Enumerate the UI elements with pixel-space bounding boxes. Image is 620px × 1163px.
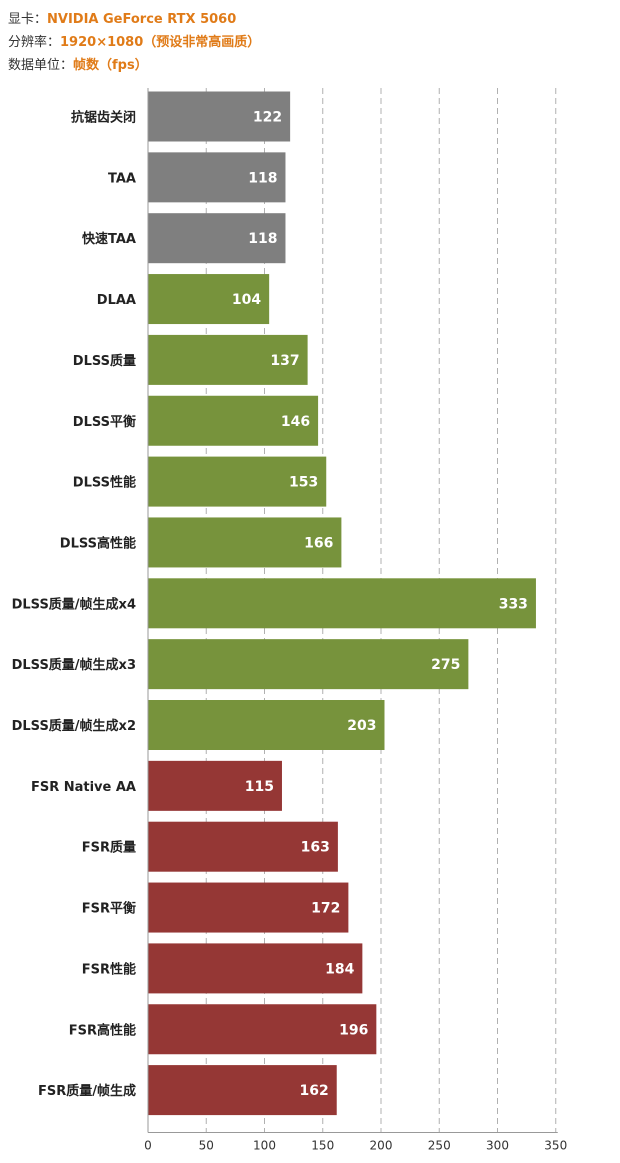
- category-label: TAA: [108, 171, 136, 186]
- bar: [148, 882, 349, 933]
- bar: [148, 943, 363, 994]
- bar: [148, 334, 308, 385]
- unit-line: 数据单位：帧数（fps）: [8, 54, 260, 77]
- value-label: 146: [281, 414, 310, 430]
- category-label: FSR Native AA: [31, 780, 136, 795]
- value-label: 196: [339, 1022, 368, 1038]
- value-label: 203: [347, 718, 376, 734]
- bar: [148, 274, 270, 325]
- x-tick-label: 150: [311, 1138, 334, 1152]
- unit-value: 帧数（fps）: [73, 58, 148, 73]
- resolution-value: 1920×1080（预设非常高画质）: [60, 35, 261, 50]
- category-label: DLSS质量/帧生成x2: [12, 718, 136, 734]
- bar: [148, 395, 319, 446]
- category-label: FSR高性能: [69, 1022, 136, 1038]
- value-label: 153: [289, 475, 318, 491]
- unit-label: 数据单位：: [8, 58, 74, 73]
- value-label: 172: [311, 901, 340, 917]
- gpu-line: 显卡：NVIDIA GeForce RTX 5060: [8, 8, 260, 31]
- x-tick-label: 100: [253, 1138, 276, 1152]
- category-label: DLSS性能: [73, 475, 136, 491]
- value-label: 184: [325, 961, 354, 977]
- x-tick-label: 300: [486, 1138, 509, 1152]
- value-label: 275: [431, 657, 460, 673]
- value-label: 333: [499, 596, 528, 612]
- value-label: 118: [248, 170, 277, 186]
- category-label: DLSS高性能: [60, 535, 136, 551]
- bar: [148, 91, 291, 142]
- bar: [148, 517, 342, 568]
- resolution-label: 分辨率：: [8, 35, 61, 50]
- gpu-value: NVIDIA GeForce RTX 5060: [47, 12, 237, 27]
- bar: [148, 152, 286, 203]
- category-label: DLAA: [97, 293, 136, 308]
- category-label: DLSS质量/帧生成x3: [12, 657, 136, 673]
- bar: [148, 1065, 337, 1116]
- value-label: 118: [248, 231, 277, 247]
- category-label: FSR质量/帧生成: [38, 1083, 136, 1099]
- bar: [148, 700, 385, 750]
- x-tick-label: 350: [544, 1138, 567, 1152]
- category-label: FSR质量: [82, 840, 136, 856]
- category-label: FSR平衡: [82, 901, 136, 917]
- x-tick-label: 200: [370, 1138, 393, 1152]
- category-label: DLSS质量: [73, 353, 136, 369]
- value-label: 115: [245, 779, 274, 795]
- bar: [148, 578, 536, 629]
- category-label: FSR性能: [82, 961, 136, 977]
- bar: [148, 456, 327, 507]
- x-tick-label: 0: [144, 1138, 152, 1152]
- chart-header: 显卡：NVIDIA GeForce RTX 5060 分辨率：1920×1080…: [8, 8, 260, 77]
- x-tick-label: 50: [199, 1138, 214, 1152]
- bar: [148, 760, 282, 811]
- resolution-line: 分辨率：1920×1080（预设非常高画质）: [8, 31, 260, 54]
- value-label: 104: [232, 292, 261, 308]
- category-label: DLSS平衡: [73, 414, 136, 430]
- category-label: DLSS质量/帧生成x4: [12, 596, 136, 612]
- bar: [148, 639, 469, 690]
- bar: [148, 821, 338, 872]
- x-tick-label: 250: [428, 1138, 451, 1152]
- bar: [148, 1004, 377, 1055]
- value-label: 162: [299, 1083, 328, 1099]
- gpu-label: 显卡：: [8, 12, 48, 27]
- value-label: 122: [253, 110, 282, 126]
- category-label: 抗锯齿关闭: [71, 110, 136, 126]
- category-label: 快速TAA: [82, 231, 136, 247]
- value-label: 166: [304, 535, 333, 551]
- bar: [148, 213, 286, 264]
- value-label: 163: [301, 840, 330, 856]
- value-label: 137: [270, 353, 299, 369]
